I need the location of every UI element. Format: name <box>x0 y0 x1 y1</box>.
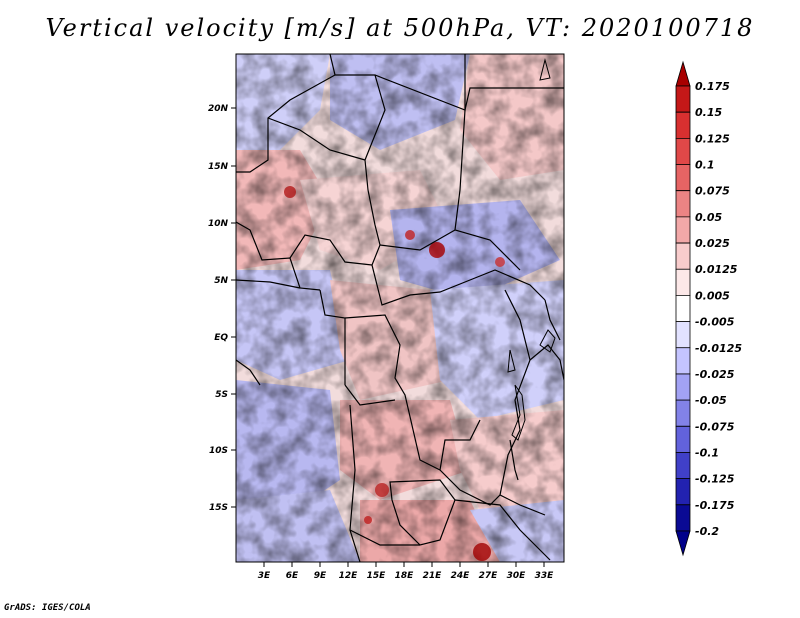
colorbar-swatch <box>675 504 691 532</box>
colorbar-label: -0.175 <box>695 499 735 512</box>
colorbar-label: -0.005 <box>695 316 735 329</box>
lat-tick-label: EQ <box>214 333 228 343</box>
lon-tick-label: 30E <box>507 571 527 581</box>
colorbar-swatch <box>675 164 691 192</box>
longitude-axis: 3E 6E 9E 12E 15E 18E 21E 24E 27E 30E 33E <box>258 562 554 581</box>
colorbar-label: 0.175 <box>695 80 730 93</box>
colorbar-label: 0.125 <box>695 132 730 145</box>
colorbar-swatch <box>675 190 691 218</box>
colorbar-label: 0.005 <box>695 289 730 302</box>
lon-tick-label: 24E <box>451 571 471 581</box>
colorbar-swatch <box>675 137 691 165</box>
lon-tick-label: 21E <box>423 571 443 581</box>
colorbar-swatch <box>675 347 691 375</box>
lon-tick-label: 33E <box>535 571 555 581</box>
lon-tick-label: 3E <box>258 571 271 581</box>
lon-tick-label: 18E <box>395 571 415 581</box>
colorbar-label: -0.075 <box>695 420 735 433</box>
colorbar-swatch <box>675 373 691 401</box>
lon-tick-label: 27E <box>479 571 499 581</box>
colorbar-swatch <box>675 85 691 113</box>
colorbar-swatch <box>675 111 691 139</box>
lat-tick-label: 15S <box>209 503 228 513</box>
colorbar-swatch <box>675 399 691 427</box>
colorbar-swatch <box>675 530 691 557</box>
lon-tick-label: 6E <box>286 571 299 581</box>
map-frame <box>235 53 565 563</box>
lat-tick-label: 20N <box>208 104 229 114</box>
colorbar-swatch <box>675 452 691 480</box>
colorbar-label: -0.05 <box>695 394 727 407</box>
colorbar-label: -0.125 <box>695 473 735 486</box>
lat-tick-label: 15N <box>208 162 229 172</box>
colorbar-label: 0.05 <box>695 211 722 224</box>
colorbar-label: 0.0125 <box>695 263 738 276</box>
lon-tick-label: 9E <box>314 571 327 581</box>
colorbar-swatch <box>675 60 691 87</box>
lat-tick-label: 5S <box>215 390 228 400</box>
colorbar-swatch <box>675 216 691 244</box>
colorbar-swatch <box>675 242 691 270</box>
colorbar-label: -0.2 <box>695 525 719 538</box>
lat-tick-label: 5N <box>214 276 228 286</box>
colorbar-label: 0.075 <box>695 185 730 198</box>
colorbar-label: -0.0125 <box>695 342 742 355</box>
colorbar-label: -0.025 <box>695 368 735 381</box>
colorbar-label: -0.1 <box>695 446 719 459</box>
colorbar-swatch <box>675 268 691 296</box>
lon-tick-label: 12E <box>339 571 359 581</box>
vertical-velocity-field <box>236 54 564 562</box>
grads-credit: GrADS: IGES/COLA <box>4 603 91 613</box>
chart-title: Vertical velocity [m/s] at 500hPa, VT: 2… <box>45 14 755 42</box>
lat-tick-label: 10S <box>209 446 228 456</box>
colorbar-label: 0.1 <box>695 159 715 172</box>
lon-tick-label: 15E <box>367 571 387 581</box>
lakes <box>507 58 556 441</box>
colorbar-label: 0.15 <box>695 106 722 119</box>
lat-tick-label: 10N <box>208 219 229 229</box>
colorbar-swatch <box>675 321 691 349</box>
colorbar-swatch <box>675 478 691 506</box>
latitude-axis: 20N 15N 10N 5N EQ 5S 10S 15S <box>208 104 236 513</box>
colorbar: 0.175 0.15 0.125 0.1 0.075 0.05 0.025 0.0125 0.0… <box>675 60 742 557</box>
colorbar-swatch <box>675 295 691 322</box>
country-borders <box>236 54 564 562</box>
colorbar-label: 0.025 <box>695 237 730 250</box>
colorbar-swatch <box>675 425 691 453</box>
